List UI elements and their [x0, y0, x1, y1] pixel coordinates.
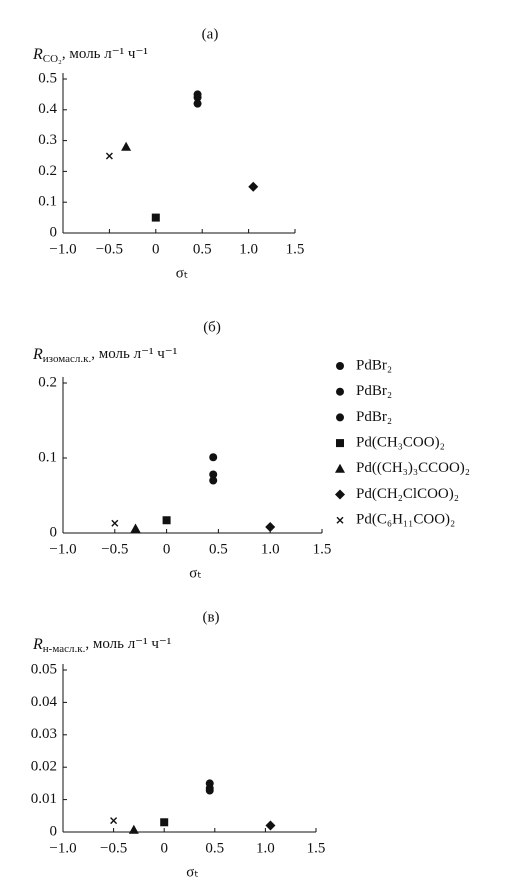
- x-tick-label: 0: [152, 241, 160, 257]
- point: [265, 522, 276, 532]
- legend-marker: [335, 463, 345, 473]
- panel-label: (а): [202, 26, 219, 42]
- y-label-symbol: R: [32, 636, 43, 653]
- x-tick-label: −1.0: [49, 241, 76, 257]
- y-axis-label: Rн-масл.к., моль л⁻¹ ч⁻¹: [32, 636, 171, 655]
- point: [209, 453, 218, 462]
- legend-label: Pd((CH₃)₃CCOO)₂: [356, 460, 470, 476]
- point: [160, 818, 169, 827]
- y-tick-label: 0.1: [38, 449, 57, 465]
- y-tick-label: 0.3: [38, 132, 57, 148]
- x-tick-label: 0.5: [205, 840, 224, 856]
- y-tick-label: 0.5: [38, 70, 57, 86]
- x-axis-label: σₜ: [186, 864, 199, 880]
- point: [130, 523, 141, 533]
- point: [193, 93, 202, 102]
- y-tick-label: 0.02: [31, 759, 57, 775]
- y-label-unit: , моль л⁻¹ ч⁻¹: [91, 346, 177, 362]
- panel-label: (б): [203, 319, 221, 335]
- y-tick-label: 0.2: [38, 163, 57, 179]
- legend-label: Pd(CH₂ClCOO)₂: [356, 486, 459, 502]
- y-label-subscript: н-масл.к.: [43, 643, 86, 655]
- y-label-symbol: R: [32, 46, 43, 63]
- point: [209, 470, 218, 479]
- x-tick-label: 1.5: [286, 241, 305, 257]
- y-tick-label: 0.4: [38, 101, 57, 117]
- y-tick-label: 0.2: [38, 374, 57, 390]
- y-tick-label: 0.1: [38, 194, 57, 210]
- legend-label: PdBr₂: [356, 357, 392, 373]
- point: [205, 786, 214, 795]
- legend-label: PdBr₂: [356, 409, 392, 425]
- x-tick-label: −0.5: [100, 840, 127, 856]
- legend-marker: [336, 387, 344, 396]
- y-tick-label: 0.03: [31, 726, 57, 742]
- legend-marker: [335, 489, 345, 500]
- x-tick-label: 0.5: [193, 241, 212, 257]
- x-tick-label: 1.5: [307, 840, 326, 856]
- x-tick-label: 1.5: [313, 541, 332, 557]
- legend-marker: [336, 413, 344, 422]
- legend-label: Pd(C₆H₁₁COO)₂: [356, 512, 455, 528]
- x-axis-label: σₜ: [176, 265, 189, 281]
- legend-marker: [336, 362, 344, 370]
- point: [105, 152, 113, 160]
- legend-label: PdBr₂: [356, 383, 392, 399]
- point: [193, 99, 202, 108]
- legend-marker: [336, 439, 344, 448]
- y-tick-label: 0: [50, 524, 58, 540]
- point: [111, 519, 119, 527]
- y-tick-label: 0: [50, 224, 58, 240]
- x-tick-label: −0.5: [101, 541, 128, 557]
- point: [110, 817, 118, 825]
- x-tick-label: 0: [163, 541, 171, 557]
- y-label-unit: , моль л⁻¹ ч⁻¹: [85, 636, 171, 652]
- x-tick-label: −0.5: [96, 241, 123, 257]
- point: [209, 476, 218, 485]
- point: [128, 824, 139, 834]
- point: [162, 516, 171, 525]
- y-tick-label: 0: [50, 823, 58, 839]
- y-label-subscript: изомасл.к.: [43, 353, 92, 365]
- x-tick-label: −1.0: [49, 840, 76, 856]
- x-tick-label: 0: [160, 840, 168, 856]
- x-tick-label: −1.0: [49, 541, 76, 557]
- point: [121, 141, 132, 151]
- point: [265, 820, 276, 831]
- y-label-symbol: R: [32, 346, 43, 363]
- y-label-unit: , моль л⁻¹ ч⁻¹: [62, 46, 148, 62]
- panel-label: (в): [202, 609, 219, 625]
- point: [248, 181, 259, 192]
- y-axis-label: Rизомасл.к., моль л⁻¹ ч⁻¹: [32, 346, 177, 365]
- point: [151, 213, 160, 222]
- x-tick-label: 1.0: [239, 241, 258, 257]
- y-tick-label: 0.04: [31, 694, 58, 710]
- x-tick-label: 0.5: [209, 541, 228, 557]
- y-label-subscript: CO₂: [43, 53, 62, 65]
- x-tick-label: 1.0: [256, 840, 275, 856]
- y-tick-label: 0.05: [31, 661, 57, 677]
- y-axis-label: RCO₂, моль л⁻¹ ч⁻¹: [32, 46, 148, 65]
- x-axis-label: σₜ: [189, 565, 202, 581]
- x-tick-label: 1.0: [261, 541, 280, 557]
- legend-marker: [336, 516, 344, 524]
- y-tick-label: 0.01: [31, 791, 57, 807]
- legend-label: Pd(CH₃COO)₂: [356, 435, 445, 451]
